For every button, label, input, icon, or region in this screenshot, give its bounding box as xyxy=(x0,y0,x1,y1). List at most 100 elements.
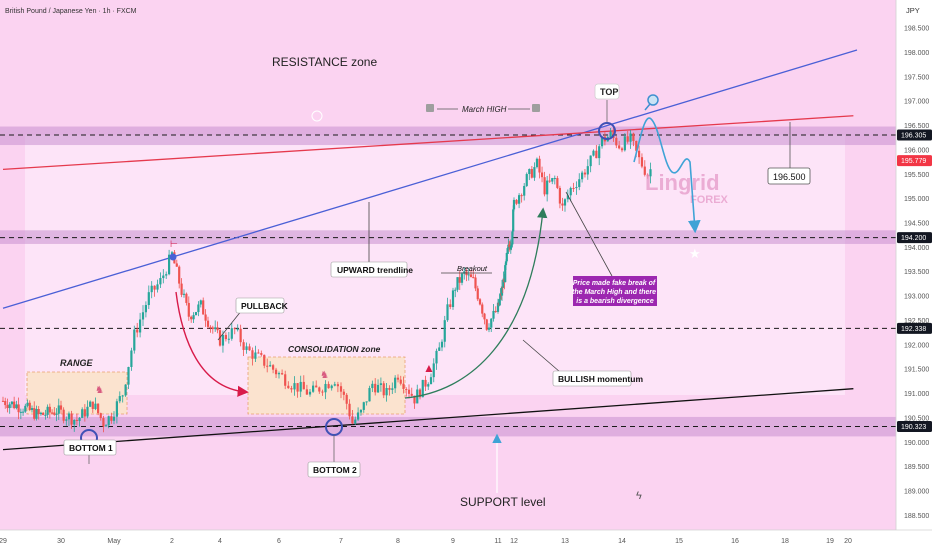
candle-body xyxy=(566,195,569,200)
candle-body xyxy=(102,418,105,427)
candle-body xyxy=(83,409,86,417)
candle-body xyxy=(330,385,333,389)
x-tick-label: 30 xyxy=(57,538,65,545)
middle-zone xyxy=(0,230,896,244)
candle-body xyxy=(133,329,136,351)
y-tick-label: 190.500 xyxy=(904,415,929,422)
candle-body xyxy=(302,381,305,390)
candle-body xyxy=(533,167,536,178)
candle-body xyxy=(446,304,449,321)
y-tick-label: 197.000 xyxy=(904,99,929,106)
candle-body xyxy=(46,406,49,415)
candle-body xyxy=(510,244,513,246)
candle-body xyxy=(28,402,31,410)
candle-body xyxy=(530,169,533,178)
x-tick-label: 15 xyxy=(675,538,683,545)
candle-body xyxy=(339,386,343,392)
price-tag-label: 190.323 xyxy=(901,424,926,431)
x-tick-label: 9 xyxy=(451,538,455,545)
candle-body xyxy=(365,401,368,403)
price-tag-label: 192.338 xyxy=(901,326,926,333)
candle-body xyxy=(214,327,217,330)
candle-body xyxy=(281,373,284,375)
y-tick-label: 194.000 xyxy=(904,245,929,252)
candle-body xyxy=(221,334,225,346)
y-tick-label: 192.000 xyxy=(904,342,929,349)
candle-body xyxy=(305,389,308,395)
candle-body xyxy=(127,366,130,385)
candle-body xyxy=(19,411,22,413)
candle-body xyxy=(257,352,260,354)
candle-body xyxy=(321,391,324,393)
trendline-label: UPWARD trendline xyxy=(337,265,413,275)
candle-body xyxy=(333,384,336,386)
candle-body xyxy=(646,174,649,177)
candle-body xyxy=(458,277,461,283)
y-tick-label: 193.000 xyxy=(904,294,929,301)
currency-label: JPY xyxy=(906,6,920,15)
candle-body xyxy=(202,300,205,315)
candle-body xyxy=(463,271,466,274)
candle-body xyxy=(620,148,624,151)
annotations: RESISTANCE zone SUPPORT level March HIGH… xyxy=(60,55,811,509)
consolidation-label: CONSOLIDATION zone xyxy=(288,344,381,354)
candle-body xyxy=(432,363,435,378)
candle-body xyxy=(39,412,43,415)
candle-body xyxy=(538,158,541,173)
candle-body xyxy=(272,365,275,370)
candle-body xyxy=(70,413,73,425)
candle-body xyxy=(10,401,14,405)
candle-body xyxy=(21,411,25,413)
pullback-arrow xyxy=(175,291,249,397)
candle-body xyxy=(269,365,272,367)
top-circle-marker xyxy=(598,122,616,140)
candle-body xyxy=(512,199,516,210)
candle-body xyxy=(274,369,278,375)
projection-path xyxy=(633,117,701,234)
candle-body xyxy=(30,408,34,410)
candle-body xyxy=(467,274,470,276)
y-tick-label: 192.500 xyxy=(904,318,929,325)
candle-body xyxy=(139,319,142,333)
candle-body xyxy=(53,412,56,415)
candle-body xyxy=(130,350,133,367)
lightning-icon: ϟ xyxy=(636,490,642,502)
candle-body xyxy=(187,302,190,317)
candle-body xyxy=(525,174,528,186)
bottom2-label: BOTTOM 2 xyxy=(313,465,357,475)
candle-body xyxy=(17,404,20,413)
x-tick-label: 20 xyxy=(844,538,852,545)
price-tag xyxy=(897,322,932,334)
candle-body xyxy=(318,387,321,392)
candle-body xyxy=(211,327,214,330)
candle-body xyxy=(391,388,394,390)
support-label: SUPPORT level xyxy=(460,495,546,509)
candle-body xyxy=(110,416,113,421)
candle-body xyxy=(170,252,174,255)
candle-body xyxy=(399,379,402,384)
symbol-title: British Pound / Japanese Yen · 1h · FXCM xyxy=(5,8,137,15)
resistance-label: RESISTANCE zone xyxy=(272,55,377,69)
candle-body xyxy=(640,157,644,167)
candle-body xyxy=(197,304,200,313)
candle-body xyxy=(643,166,646,175)
candle-body xyxy=(505,253,508,262)
y-tick-label: 194.500 xyxy=(904,220,929,227)
candle-body xyxy=(312,385,315,392)
candle-body xyxy=(277,373,281,375)
candle-body xyxy=(59,405,63,410)
pullback-label-box xyxy=(235,297,285,314)
candle-body xyxy=(245,346,248,350)
candle-body xyxy=(421,379,424,398)
candle-body xyxy=(136,329,139,333)
candle-body xyxy=(153,285,156,290)
x-tick-label: 12 xyxy=(510,538,518,545)
candle-body xyxy=(440,341,444,348)
candle-body xyxy=(354,419,357,424)
candle-body xyxy=(569,187,572,196)
candle-body xyxy=(327,383,330,389)
candle-body xyxy=(94,403,97,409)
y-tick-label: 195.500 xyxy=(904,172,929,179)
candle-body xyxy=(209,326,212,328)
candle-body xyxy=(33,408,36,419)
